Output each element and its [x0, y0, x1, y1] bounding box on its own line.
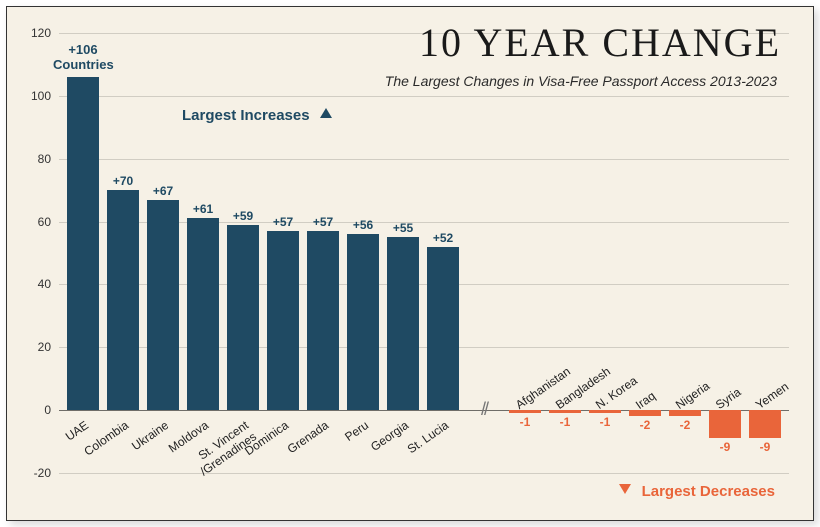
decrease-bar-value: -1	[549, 415, 581, 429]
first-callout-value: +106	[53, 43, 113, 58]
chart-frame: 10 YEAR CHANGE The Largest Changes in Vi…	[6, 6, 814, 521]
decrease-bar-value: -9	[709, 440, 741, 454]
first-callout-word: Countries	[53, 58, 113, 73]
increase-bar-value: +56	[347, 218, 379, 232]
axis-break-icon: //	[481, 399, 487, 420]
decrease-bar-value: -2	[629, 418, 661, 432]
gridline	[59, 33, 789, 34]
increase-bar-value: +57	[267, 215, 299, 229]
decrease-bar	[509, 410, 541, 413]
y-tick-label: 100	[31, 89, 51, 103]
decrease-bar	[749, 410, 781, 438]
increase-bar	[387, 237, 419, 410]
y-tick-label: 80	[38, 152, 51, 166]
first-bar-callout: +106Countries	[53, 43, 113, 73]
increase-bar-value: +70	[107, 174, 139, 188]
increase-bar-value: +67	[147, 184, 179, 198]
increase-bar-value: +61	[187, 202, 219, 216]
decrease-bar	[669, 410, 701, 416]
increase-bar-value: +59	[227, 209, 259, 223]
triangle-down-icon	[619, 484, 631, 494]
decrease-bar	[589, 410, 621, 413]
increase-bar	[307, 231, 339, 410]
y-tick-label: 120	[31, 26, 51, 40]
increase-bar	[427, 247, 459, 410]
increase-bar	[227, 225, 259, 410]
decrease-bar	[549, 410, 581, 413]
decrease-bar	[709, 410, 741, 438]
legend-decreases: Largest Decreases	[619, 483, 775, 500]
increase-bar	[147, 200, 179, 411]
increase-bar	[67, 77, 99, 410]
plot-area: -20020406080100120UAE+70Colombia+67Ukrai…	[59, 33, 789, 473]
y-tick-label: 20	[38, 340, 51, 354]
increase-bar	[187, 218, 219, 410]
y-tick-label: 60	[38, 215, 51, 229]
increase-bar-value: +55	[387, 221, 419, 235]
gridline	[59, 96, 789, 97]
increase-bar	[107, 190, 139, 410]
decrease-bar-value: -2	[669, 418, 701, 432]
decrease-bar-value: -1	[509, 415, 541, 429]
increase-bar	[267, 231, 299, 410]
legend-decreases-text: Largest Decreases	[642, 483, 775, 500]
decrease-bar-value: -1	[589, 415, 621, 429]
y-tick-label: 40	[38, 277, 51, 291]
decrease-bar	[629, 410, 661, 416]
increase-bar-value: +57	[307, 215, 339, 229]
y-tick-label: 0	[44, 403, 51, 417]
decrease-bar-value: -9	[749, 440, 781, 454]
increase-bar-value: +52	[427, 231, 459, 245]
increase-bar	[347, 234, 379, 410]
gridline	[59, 159, 789, 160]
